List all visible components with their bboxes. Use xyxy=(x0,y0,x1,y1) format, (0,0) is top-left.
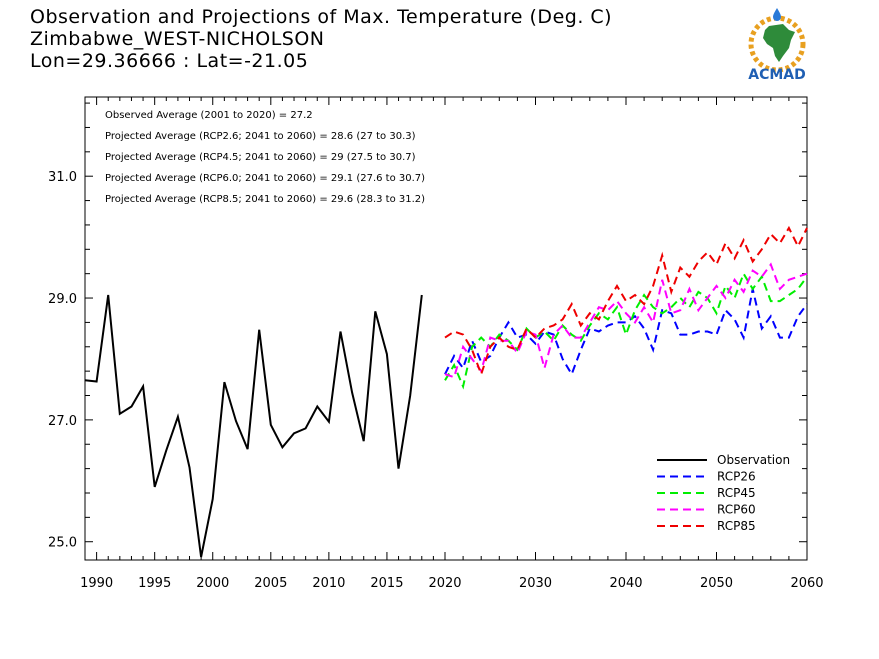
series-line-rcp85 xyxy=(444,225,808,378)
legend-label: Observation xyxy=(717,453,790,467)
y-tick-label: 27.0 xyxy=(48,414,77,429)
annotation-line: Projected Average (RCP6.0; 2041 to 2060)… xyxy=(105,173,425,184)
x-tick-label: 1995 xyxy=(138,576,171,591)
annotation-line: Observed Average (2001 to 2020) = 27.2 xyxy=(105,110,313,121)
series-line-rcp26 xyxy=(444,288,808,377)
plot-frame xyxy=(84,96,808,561)
x-tick-label: 2030 xyxy=(519,576,552,591)
y-tick-label: 25.0 xyxy=(48,536,77,551)
annotation-line: Projected Average (RCP2.6; 2041 to 2060)… xyxy=(105,131,416,142)
series-line-observation xyxy=(84,294,423,558)
chart-title: Observation and Projections of Max. Temp… xyxy=(30,6,613,28)
acmad-logo-text: ACMAD xyxy=(748,67,806,83)
x-tick-label: 2060 xyxy=(790,576,823,591)
x-tick-label: 2000 xyxy=(196,576,229,591)
y-tick-label: 29.0 xyxy=(48,292,77,307)
x-tick-label: 2050 xyxy=(700,576,733,591)
series-line-rcp45 xyxy=(444,271,808,390)
acmad-logo: ACMAD xyxy=(733,6,821,84)
x-tick-label: 1990 xyxy=(80,576,113,591)
station-name: Zimbabwe_WEST-NICHOLSON xyxy=(30,28,325,50)
legend-label: RCP85 xyxy=(717,519,756,533)
series-line-rcp60 xyxy=(444,262,808,379)
legend-label: RCP26 xyxy=(717,470,756,484)
x-tick-label: 2005 xyxy=(254,576,287,591)
annotation-line: Projected Average (RCP8.5; 2041 to 2060)… xyxy=(105,194,425,205)
chart-title-block: Observation and Projections of Max. Temp… xyxy=(30,6,612,72)
acmad-logo-graphic: ACMAD xyxy=(748,8,806,83)
y-tick-label: 31.0 xyxy=(48,170,77,185)
annotation-line: Projected Average (RCP4.5; 2041 to 2060)… xyxy=(105,152,416,163)
x-tick-label: 2020 xyxy=(428,576,461,591)
legend-label: RCP60 xyxy=(717,503,756,517)
legend-label: RCP45 xyxy=(717,486,756,500)
station-coordinates: Lon=29.36666 : Lat=-21.05 xyxy=(30,50,309,72)
x-tick-label: 2015 xyxy=(370,576,403,591)
x-tick-label: 2040 xyxy=(609,576,642,591)
x-tick-label: 2010 xyxy=(312,576,345,591)
